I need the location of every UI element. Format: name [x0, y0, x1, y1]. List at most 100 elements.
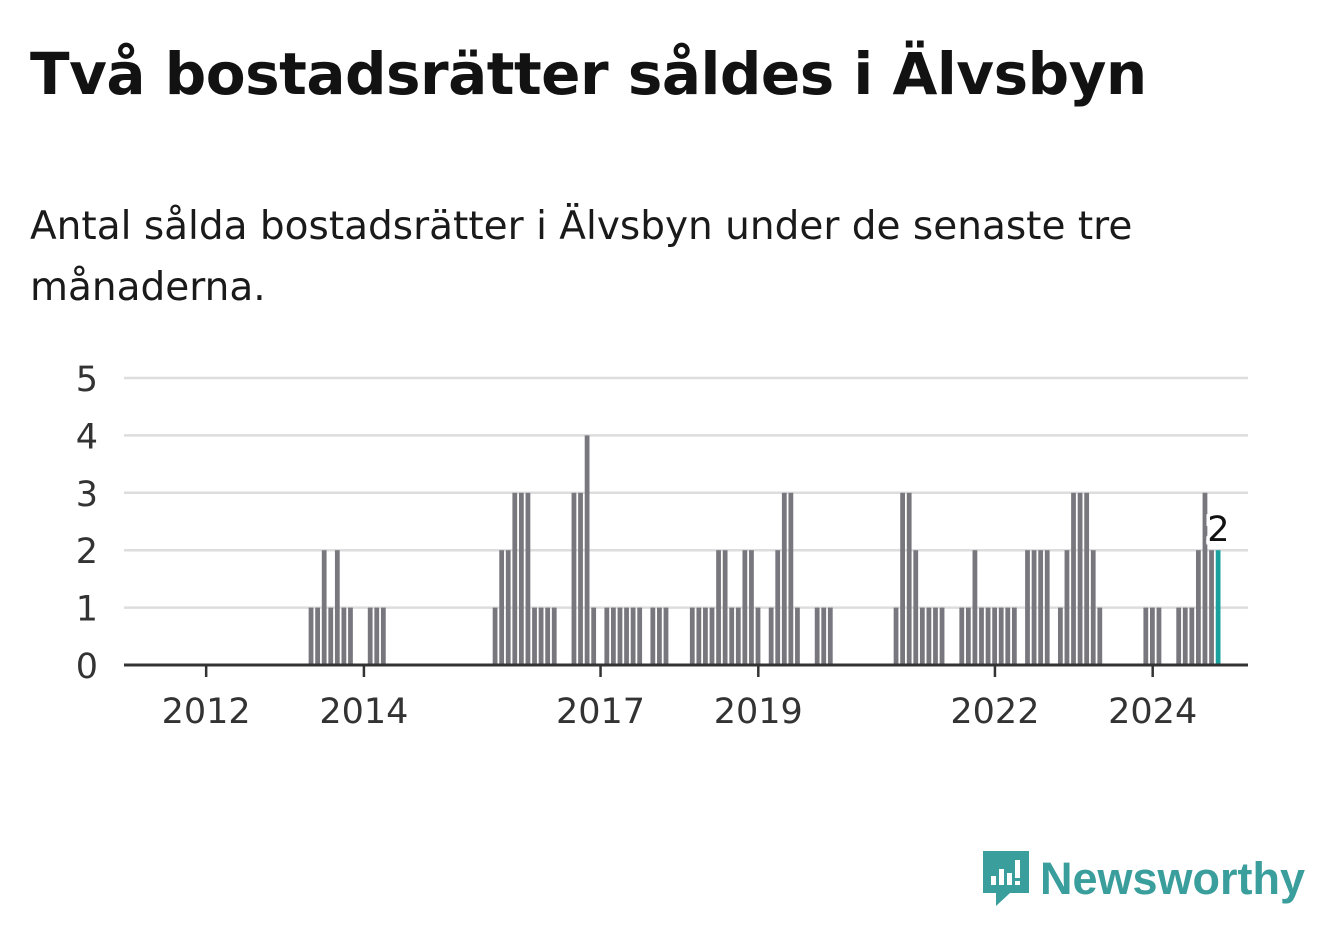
x-tick-label: 2017 — [556, 692, 645, 732]
bar — [1202, 492, 1208, 665]
bar — [1150, 607, 1155, 665]
bar — [604, 607, 610, 665]
bar — [729, 607, 735, 665]
bar — [1005, 607, 1011, 665]
value-label: 2 — [1207, 510, 1229, 550]
bar — [939, 607, 945, 665]
bar — [1011, 607, 1017, 665]
bar — [972, 550, 978, 665]
bar — [492, 607, 498, 665]
bar — [893, 607, 899, 665]
bar — [703, 607, 708, 665]
bar — [781, 492, 787, 665]
bar — [1097, 607, 1103, 665]
bar — [1044, 550, 1050, 665]
x-tick-label: 2012 — [162, 692, 251, 732]
bar — [617, 607, 623, 665]
axes: 0 1 2 3 4 5 2012 2014 2017 2019 2022 2024 — [76, 360, 1248, 732]
bar — [1143, 607, 1149, 665]
bar — [788, 492, 794, 665]
annotations: 2 — [1204, 507, 1233, 554]
bar — [821, 607, 827, 665]
x-tick-label: 2014 — [319, 692, 408, 732]
bar — [900, 492, 905, 665]
bar-chart: 0 1 2 3 4 5 2012 2014 2017 2019 2022 2024 2 — [76, 360, 1248, 732]
bar — [512, 492, 518, 665]
bar — [1077, 492, 1083, 665]
bar — [775, 550, 781, 665]
bar — [321, 550, 327, 665]
y-tick-label: 4 — [76, 417, 98, 457]
bar — [1064, 550, 1070, 665]
bar — [919, 607, 925, 665]
bar — [1031, 550, 1037, 665]
bar — [979, 607, 984, 665]
y-tick-label: 3 — [76, 475, 98, 515]
bar — [755, 607, 761, 665]
bar — [499, 550, 505, 665]
bar — [663, 607, 669, 665]
bar — [308, 607, 314, 665]
x-tick-label: 2019 — [714, 692, 803, 732]
bar — [1025, 550, 1030, 665]
bar — [742, 550, 748, 665]
bar — [1215, 550, 1221, 665]
bar — [538, 607, 544, 665]
bar — [630, 607, 636, 665]
x-tick-label: 2024 — [1108, 692, 1197, 732]
bar — [1057, 607, 1063, 665]
bar — [650, 607, 656, 665]
bar — [584, 435, 590, 665]
bar — [1196, 550, 1201, 665]
bar — [696, 607, 702, 665]
bar — [624, 607, 629, 665]
bar — [1182, 607, 1188, 665]
bar — [1156, 607, 1162, 665]
bar — [578, 492, 583, 665]
bar — [992, 607, 998, 665]
bar — [913, 550, 919, 665]
bar — [1071, 492, 1076, 665]
bar — [374, 607, 380, 665]
bar — [315, 607, 320, 665]
x-tick-label: 2022 — [950, 692, 1039, 732]
y-tick-label: 1 — [76, 590, 98, 630]
bar — [1084, 492, 1090, 665]
y-tick-label: 5 — [76, 360, 98, 400]
bar — [380, 607, 386, 665]
bar — [551, 607, 557, 665]
bar — [341, 607, 347, 665]
bar — [985, 607, 991, 665]
bar — [657, 607, 662, 665]
bar — [722, 550, 728, 665]
newsworthy-logo-icon — [983, 851, 1029, 906]
bar — [959, 607, 965, 665]
bar — [795, 607, 800, 665]
bar — [716, 550, 721, 665]
bar — [505, 550, 511, 665]
bar — [689, 607, 695, 665]
bar — [591, 607, 597, 665]
bar — [933, 607, 938, 665]
bar — [1038, 550, 1044, 665]
bar — [1209, 550, 1214, 665]
bar — [545, 607, 551, 665]
bar — [1090, 550, 1096, 665]
bar — [1189, 607, 1195, 665]
bar — [735, 607, 741, 665]
bar — [926, 607, 932, 665]
bar — [814, 607, 820, 665]
bar — [749, 550, 754, 665]
chart-subtitle: Antal sålda bostadsrätter i Älvsbyn unde… — [30, 204, 1133, 310]
bar — [965, 607, 971, 665]
bar — [334, 550, 340, 665]
bar — [571, 492, 577, 665]
bar — [998, 607, 1004, 665]
y-tick-label: 0 — [76, 647, 98, 687]
brand-name: Newsworthy — [1040, 853, 1306, 904]
bar — [768, 607, 774, 665]
bars — [308, 435, 1221, 665]
bar — [367, 607, 373, 665]
bar — [611, 607, 616, 665]
newsworthy-brand: Newsworthy — [980, 848, 1305, 910]
